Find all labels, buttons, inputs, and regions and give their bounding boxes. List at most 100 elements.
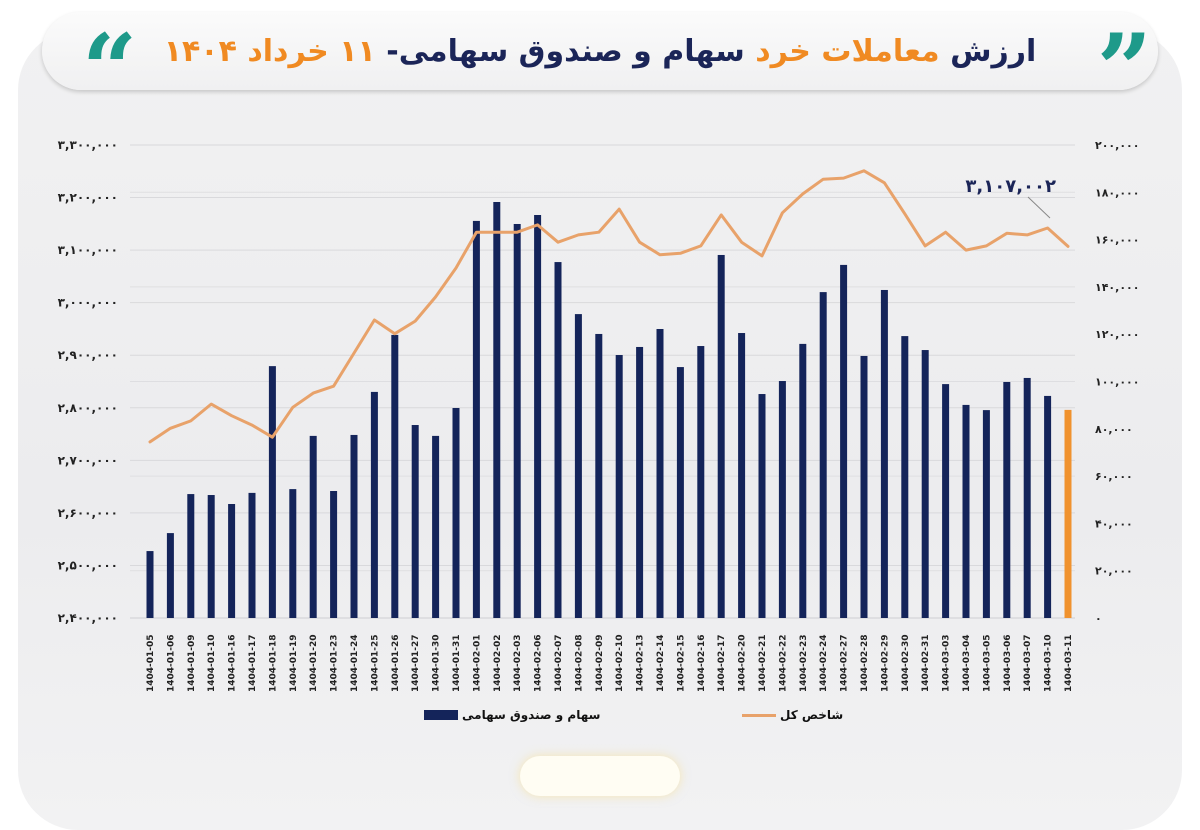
right-axis-tick: ۴۰,۰۰۰ xyxy=(1095,517,1133,530)
bar xyxy=(187,494,195,618)
title-banner: ارزش معاملات خرد سهام و صندوق سهامی- ۱۱ … xyxy=(42,12,1158,90)
x-axis-label: 1404-02-21 xyxy=(758,634,768,692)
open-quote-icon: “ xyxy=(82,22,138,92)
bar xyxy=(330,490,338,618)
x-axis-label: 1404-01-25 xyxy=(370,634,380,692)
bar xyxy=(738,333,746,618)
bar xyxy=(309,435,317,618)
x-axis-label: 1404-02-09 xyxy=(595,634,605,692)
x-axis-label: 1404-01-18 xyxy=(268,634,278,692)
x-axis-label: 1404-01-16 xyxy=(228,634,238,692)
bar xyxy=(942,384,950,618)
x-axis-label: 1404-01-10 xyxy=(207,634,217,692)
x-axis-label: 1404-01-24 xyxy=(350,634,360,692)
right-axis-tick: ۱۶۰,۰۰۰ xyxy=(1095,234,1139,247)
x-axis-label: 1404-02-07 xyxy=(554,634,564,692)
right-axis-tick: ۲۰۰,۰۰۰ xyxy=(1095,139,1139,152)
x-axis-label: 1404-01-05 xyxy=(146,634,156,692)
right-axis-tick: ۲۰,۰۰۰ xyxy=(1095,565,1133,578)
bar xyxy=(574,314,582,618)
right-axis-tick: ۰ xyxy=(1095,612,1102,625)
bar xyxy=(840,264,848,618)
title-part-4: ۱۱ خرداد ۱۴۰۴ xyxy=(163,33,376,69)
bar xyxy=(717,254,725,618)
title-part-1: ارزش xyxy=(939,33,1037,69)
bar xyxy=(228,504,236,618)
x-axis-label: 1404-02-08 xyxy=(574,634,584,692)
x-axis-label: 1404-03-07 xyxy=(1023,634,1033,692)
bar xyxy=(1023,377,1031,618)
bar xyxy=(248,492,256,618)
x-axis-label: 1404-02-15 xyxy=(676,634,686,692)
x-axis-label: 1404-02-01 xyxy=(472,634,482,692)
x-axis-label: 1404-02-10 xyxy=(615,634,625,692)
legend-label-bars: سهام و صندوق سهامی xyxy=(462,708,601,722)
x-axis-label: 1404-01-19 xyxy=(289,634,299,692)
bar xyxy=(350,434,358,618)
x-axis-label: 1404-01-06 xyxy=(166,634,176,692)
x-axis-label: 1404-03-11 xyxy=(1064,634,1074,692)
x-axis-label: 1404-02-16 xyxy=(697,634,707,692)
bar xyxy=(472,220,480,618)
annotation-leader xyxy=(1027,196,1051,219)
bar xyxy=(860,355,868,618)
bar xyxy=(1003,381,1011,618)
combo-chart: ۳,۳۰۰,۰۰۰ ۳,۲۰۰,۰۰۰ ۳,۱۰۰,۰۰۰ ۳,۰۰۰,۰۰۰ ۲,۹۰… xyxy=(58,138,1140,692)
bar xyxy=(1044,395,1052,618)
legend-item-bars: سهام و صندوق سهامی xyxy=(424,708,600,722)
x-axis-label: 1404-01-09 xyxy=(187,634,197,692)
bar-swatch-icon xyxy=(424,710,458,720)
left-axis-tick: ۲,۵۰۰,۰۰۰ xyxy=(58,558,118,572)
right-axis-tick: ۱۸۰,۰۰۰ xyxy=(1095,186,1139,199)
right-axis-tick: ۱۰۰,۰۰۰ xyxy=(1095,376,1139,389)
x-axis-label: 1404-03-06 xyxy=(1003,634,1013,692)
bar xyxy=(656,328,664,618)
bar xyxy=(697,346,705,618)
right-axis-tick: ۱۲۰,۰۰۰ xyxy=(1095,328,1139,341)
x-axis-label: 1404-03-10 xyxy=(1044,634,1054,692)
bar xyxy=(166,533,174,618)
x-axis-label: 1404-02-17 xyxy=(717,634,727,692)
x-axis-label: 1404-03-04 xyxy=(962,634,972,692)
title-part-2: معاملات خرد xyxy=(755,33,940,69)
left-axis-tick: ۲,۷۰۰,۰۰۰ xyxy=(58,453,118,467)
x-axis-label: 1404-02-06 xyxy=(534,634,544,692)
legend: سهام و صندوق سهامی شاخص کل xyxy=(0,708,1200,728)
bar xyxy=(452,407,460,618)
bar xyxy=(289,489,297,618)
x-axis-label: 1404-01-26 xyxy=(391,634,401,692)
bar xyxy=(819,292,827,618)
x-axis-label: 1404-01-30 xyxy=(432,634,442,692)
left-axis-tick: ۳,۰۰۰,۰۰۰ xyxy=(58,296,118,310)
bar xyxy=(146,551,154,618)
left-axis-tick: ۲,۴۰۰,۰۰۰ xyxy=(58,611,118,625)
bar xyxy=(778,381,786,618)
bar xyxy=(391,334,399,618)
index-line xyxy=(148,169,1070,444)
bar xyxy=(962,404,970,618)
right-axis-tick: ۶۰,۰۰۰ xyxy=(1095,470,1133,483)
x-axis-label: 1404-02-23 xyxy=(799,634,809,692)
bar xyxy=(370,391,378,618)
x-axis-label: 1404-02-14 xyxy=(656,634,666,692)
x-axis-label: 1404-02-29 xyxy=(880,634,890,692)
legend-item-line: شاخص کل xyxy=(742,708,843,722)
x-axis-label: 1404-02-27 xyxy=(840,634,850,692)
right-axis-tick: ۱۴۰,۰۰۰ xyxy=(1095,281,1139,294)
left-axis-tick: ۲,۶۰۰,۰۰۰ xyxy=(58,506,118,520)
x-axis-label: 1404-01-27 xyxy=(411,634,421,692)
x-axis-label: 1404-02-13 xyxy=(636,634,646,692)
x-axis-label: 1404-02-31 xyxy=(921,634,931,692)
bar xyxy=(411,425,419,618)
bar xyxy=(554,262,562,618)
x-axis-label: 1404-02-02 xyxy=(493,634,503,692)
bar xyxy=(268,366,276,618)
x-axis-label: 1404-03-05 xyxy=(982,634,992,692)
x-axis-label: 1404-02-28 xyxy=(860,634,870,692)
x-axis-label: 1404-01-31 xyxy=(452,634,462,692)
x-axis-label: 1404-01-23 xyxy=(330,634,340,692)
bar xyxy=(880,289,888,618)
last-value-annotation: ۳,۱۰۷,۰۰۲ xyxy=(965,176,1056,197)
line-swatch-icon xyxy=(742,713,776,717)
bar xyxy=(513,223,521,618)
